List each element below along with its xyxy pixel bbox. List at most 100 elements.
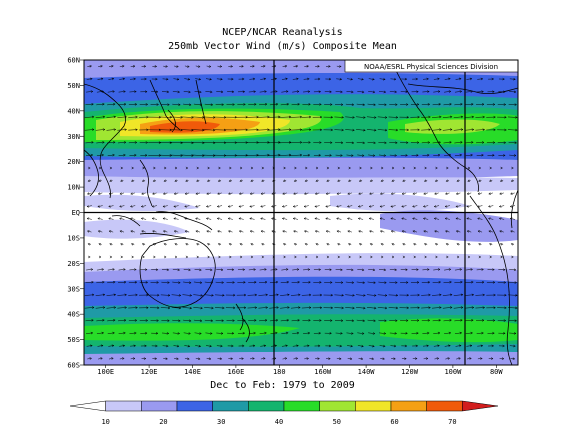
lat-label: 30N — [67, 133, 80, 141]
wind-arrow — [499, 192, 504, 195]
wind-arrow — [511, 166, 514, 170]
wind-arrow — [228, 230, 233, 233]
wind-arrow — [260, 192, 266, 195]
wind-arrow — [412, 217, 418, 220]
wind-arrow — [346, 90, 354, 94]
wind-arrow — [324, 268, 332, 271]
wind-arrow — [302, 141, 311, 144]
wind-arrow — [380, 192, 385, 195]
wind-arrow — [128, 293, 138, 297]
wind-arrow — [248, 280, 257, 284]
wind-arrow — [303, 344, 310, 348]
wind-arrow — [260, 65, 266, 68]
wind-arrow — [475, 115, 485, 119]
wind-arrow — [281, 77, 288, 81]
wind-arrow — [248, 331, 256, 335]
wind-arrow — [454, 280, 463, 284]
wind-arrow — [96, 141, 105, 144]
wind-arrow — [368, 268, 376, 272]
wind-arrow — [151, 90, 159, 94]
wind-arrow — [377, 128, 388, 132]
wind-arrow — [289, 141, 302, 144]
wind-arrow — [315, 192, 320, 195]
wind-arrow — [498, 344, 505, 348]
wind-arrow — [378, 281, 387, 284]
wind-arrow — [424, 166, 427, 170]
wind-arrow — [283, 243, 287, 246]
lat-label: 40N — [67, 107, 80, 115]
wind-arrow — [413, 243, 417, 246]
wind-arrow — [498, 154, 506, 157]
wind-arrow — [345, 128, 355, 132]
wind-arrow — [142, 179, 146, 182]
wind-arrow — [413, 166, 416, 170]
wind-arrow — [313, 103, 322, 106]
wind-arrow — [445, 192, 450, 195]
wind-arrow — [498, 90, 506, 94]
wind-arrow — [182, 306, 192, 310]
wind-arrow — [259, 268, 267, 271]
wind-arrow — [347, 230, 352, 233]
wind-arrow — [358, 205, 364, 208]
wind-arrow — [400, 90, 408, 94]
wind-arrow — [109, 179, 113, 182]
wind-arrow — [324, 331, 332, 335]
wind-arrow — [323, 128, 333, 132]
colorbar-tick-label: 20 — [159, 418, 167, 426]
wind-arrow — [162, 344, 169, 348]
wind-arrow — [313, 331, 321, 335]
wind-arrow — [433, 331, 441, 335]
wind-arrow — [345, 103, 354, 106]
wind-arrow — [507, 306, 518, 310]
wind-arrow — [216, 344, 223, 348]
wind-arrow — [381, 166, 384, 170]
wind-arrow — [195, 344, 201, 348]
wind-arrow — [357, 154, 365, 157]
wind-arrow — [454, 141, 463, 144]
wind-arrow — [185, 179, 189, 182]
wind-arrow — [160, 306, 171, 310]
wind-arrow — [218, 243, 222, 246]
wind-arrow — [228, 65, 233, 68]
wind-arrow — [348, 166, 351, 170]
wind-arrow — [423, 217, 429, 220]
wind-arrow — [108, 205, 114, 208]
wind-arrow — [153, 166, 156, 170]
wind-arrow — [130, 192, 135, 195]
wind-arrow — [358, 217, 364, 220]
wind-arrow — [346, 332, 354, 335]
wind-arrow — [421, 280, 430, 284]
colorbar-swatch — [105, 400, 142, 412]
wind-arrow — [486, 141, 495, 144]
wind-arrow — [292, 344, 299, 348]
map-title: NCEP/NCAR Reanalysis — [222, 27, 343, 38]
wind-arrow — [87, 230, 92, 233]
wind-arrow — [248, 319, 257, 322]
longitude-labels: 100E 120E 140E 160E 180 160W 140W 120W 100W 80W — [97, 365, 503, 376]
wind-arrow — [422, 90, 430, 93]
wind-arrow — [347, 192, 352, 195]
wind-arrow — [185, 166, 188, 170]
wind-arrow — [117, 141, 127, 144]
wind-arrow — [152, 243, 157, 246]
wind-arrow — [152, 357, 157, 360]
wind-arrow — [421, 306, 431, 309]
wind-arrow — [249, 192, 255, 195]
wind-arrow — [120, 179, 124, 182]
wind-arrow — [313, 154, 321, 157]
wind-arrow — [108, 217, 114, 220]
colorbar-tick-label: 40 — [275, 418, 283, 426]
wind-arrow — [153, 255, 156, 259]
wind-arrow — [336, 192, 342, 195]
wind-arrow — [368, 90, 376, 94]
wind-arrow — [325, 192, 331, 195]
wind-arrow — [486, 293, 496, 297]
wind-arrow — [130, 217, 136, 220]
wind-arrow — [499, 230, 504, 233]
wind-arrow — [498, 268, 506, 271]
wind-arrow — [335, 268, 343, 272]
wind-arrow — [499, 357, 504, 360]
wind-arrow — [239, 357, 244, 360]
wind-arrow — [172, 332, 180, 335]
wind-arrow — [247, 306, 257, 309]
